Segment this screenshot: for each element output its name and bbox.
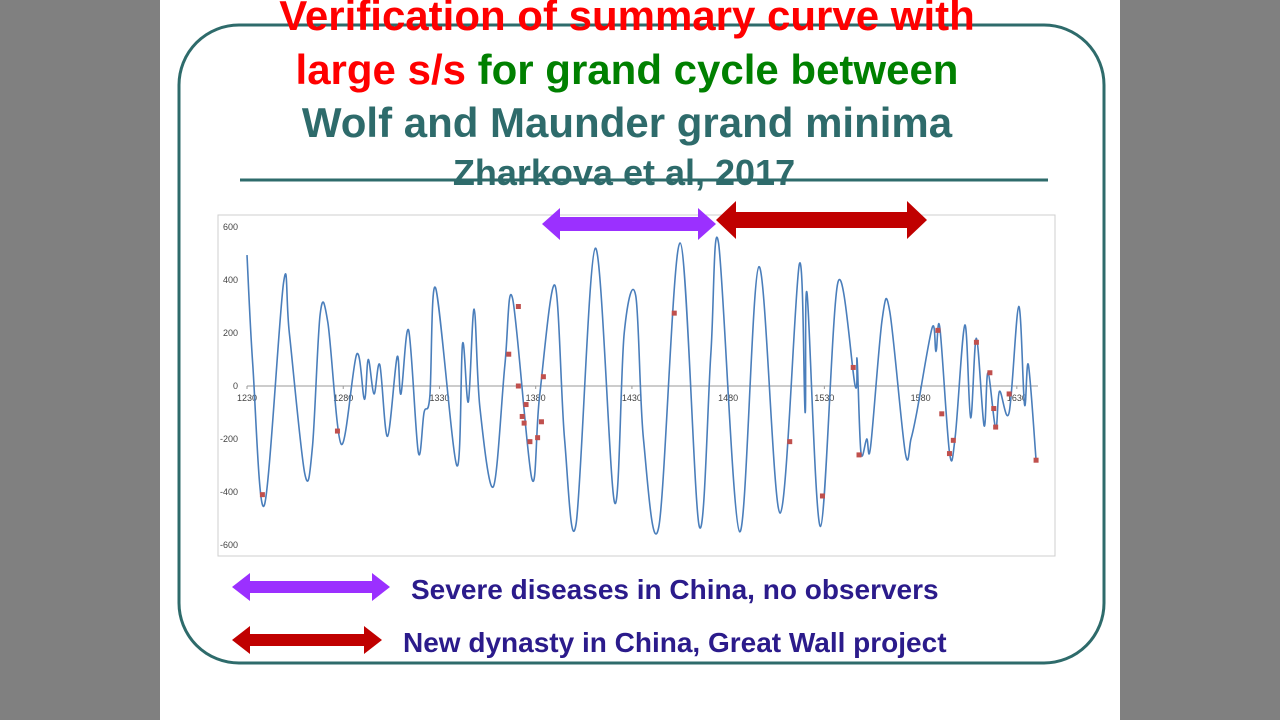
marker	[519, 413, 525, 419]
marker	[973, 339, 979, 345]
arrow	[716, 201, 927, 239]
y-tick-label: -200	[220, 434, 238, 444]
title-part: for grand cycle between	[478, 46, 959, 93]
arrow	[542, 208, 716, 240]
title-part: large s/s	[296, 46, 466, 93]
legend-text: New dynasty in China, Great Wall project	[403, 627, 947, 658]
y-tick-label: -400	[220, 487, 238, 497]
marker	[993, 424, 999, 430]
marker	[1006, 391, 1012, 397]
marker	[538, 419, 544, 425]
marker	[939, 411, 945, 417]
y-tick-label: 600	[223, 222, 238, 232]
marker	[334, 428, 340, 434]
plot: -600 -400 -200 0 200 400 600 1230 1280 1330 1380 14…	[220, 222, 1039, 550]
marker	[1033, 457, 1039, 463]
x-tick-label: 1330	[429, 393, 449, 403]
marker	[987, 370, 993, 376]
marker	[991, 406, 997, 412]
title-line: Wolf and Maunder grand minima	[302, 99, 953, 146]
marker	[819, 493, 825, 499]
y-tick-label: 0	[233, 381, 238, 391]
y-tick-label: -600	[220, 540, 238, 550]
x-tick-label: 1280	[333, 393, 353, 403]
marker	[535, 435, 541, 441]
marker	[856, 452, 862, 458]
marker	[671, 310, 677, 316]
x-tick-label: 1630	[1007, 393, 1027, 403]
x-tick-label: 1230	[237, 393, 257, 403]
marker	[506, 351, 512, 357]
marker	[523, 402, 529, 408]
marker	[515, 383, 521, 389]
title-line: Verification of summary curve with	[279, 0, 975, 39]
marker	[259, 492, 265, 498]
legend-text: Severe diseases in China, no observers	[411, 574, 939, 605]
title-line: large s/s for grand cycle between	[296, 46, 959, 93]
x-tick-label: 1530	[814, 393, 834, 403]
marker	[521, 420, 527, 426]
marker	[787, 439, 793, 445]
marker	[515, 304, 521, 309]
marker	[950, 437, 956, 443]
y-tick-label: 200	[223, 328, 238, 338]
subtitle: Zharkova et al, 2017	[453, 152, 795, 193]
frame	[177, 23, 1106, 665]
x-tick-label: 1430	[622, 393, 642, 403]
data-line	[246, 236, 1037, 535]
marker	[946, 451, 952, 457]
marker	[850, 364, 856, 370]
marker	[540, 374, 546, 380]
x-tick-label: 1380	[526, 393, 546, 403]
x-tick-label: 1580	[911, 393, 931, 403]
marker	[935, 327, 941, 333]
legend-arrow	[232, 626, 382, 654]
y-tick-label: 400	[223, 275, 238, 285]
legend-arrow	[232, 573, 390, 601]
marker	[527, 439, 533, 445]
